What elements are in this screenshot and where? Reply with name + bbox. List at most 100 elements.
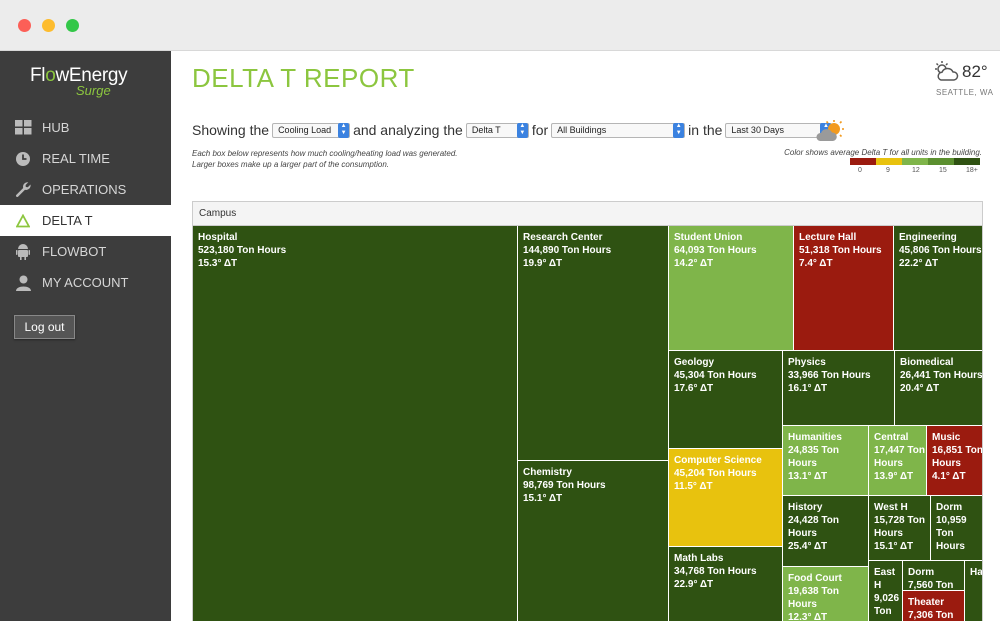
weather-temperature: 82° [962, 62, 988, 81]
for-label: for [531, 122, 549, 138]
wrench-icon [14, 181, 32, 199]
sidebar-item-hub[interactable]: HUB [0, 112, 171, 143]
building-name: Geology [674, 357, 715, 368]
treemap-cell[interactable]: Hospital 523,180 Ton Hours 15.3° ΔT [193, 226, 518, 621]
sidebar-item-label: FLOWBOT [42, 244, 107, 259]
sidebar-item-label: REAL TIME [42, 151, 110, 166]
treemap-cell[interactable]: Ha [965, 561, 982, 621]
building-name: Central [874, 432, 909, 443]
treemap-cell[interactable]: West H 15,728 Ton Hours 15.1° ΔT [869, 496, 931, 561]
sidebar-item-label: OPERATIONS [42, 182, 127, 197]
building-delta-t: 12.3° ΔT [788, 612, 828, 621]
treemap-cell[interactable]: Biomedical 26,441 Ton Hours 20.4° ΔT [895, 351, 983, 426]
minimize-window-button[interactable] [42, 19, 55, 32]
zoom-window-button[interactable] [66, 19, 79, 32]
treemap-cell[interactable]: Computer Science 45,204 Ton Hours 11.5° ΔT [669, 449, 783, 547]
treemap-cell[interactable]: Dorm 7,560 Ton [903, 561, 965, 591]
sidebar-item-flowbot[interactable]: FLOWBOT [0, 236, 171, 267]
period-value: Last 30 Days [731, 125, 784, 135]
treemap-cell[interactable]: Food Court 19,638 Ton Hours 12.3° ΔT [783, 567, 869, 621]
building-load: 15,728 Ton Hours [874, 515, 925, 539]
building-load: 45,304 Ton Hours [674, 370, 757, 381]
legend-swatch [902, 158, 928, 165]
legend-swatch [876, 158, 902, 165]
treemap-cell[interactable]: Humanities 24,835 Ton Hours 13.1° ΔT [783, 426, 869, 496]
description-line: Each box below represents how much cooli… [192, 149, 458, 158]
building-load: 523,180 Ton Hours [198, 245, 287, 256]
treemap-cell[interactable]: Math Labs 34,768 Ton Hours 22.9° ΔT [669, 547, 783, 621]
building-load: 7,306 Ton [908, 610, 954, 621]
campus-treemap: Campus Hospital 523,180 Ton Hours 15.3° ΔT… [192, 201, 983, 621]
grid-icon [14, 119, 32, 137]
building-load: 144,890 Ton Hours [523, 245, 612, 256]
building-delta-t: 16.1° ΔT [788, 383, 828, 394]
building-name: Humanities [788, 432, 842, 443]
building-name: Biomedical [900, 357, 954, 368]
weather-widget [932, 60, 990, 100]
select-arrows-icon: ▲▼ [338, 122, 350, 138]
building-delta-t: 22.9° ΔT [674, 579, 714, 590]
load-type-select[interactable]: Cooling Load ▲ ▼ [272, 122, 351, 138]
treemap-area: Hospital 523,180 Ton Hours 15.3° ΔT Researc… [193, 226, 983, 621]
sidebar-item-delta-t[interactable]: DELTA T [0, 205, 171, 236]
sidebar-item-real-time[interactable]: REAL TIME [0, 143, 171, 174]
select-arrows-icon: ▲▼ [673, 122, 685, 138]
building-delta-t: 13.1° ΔT [788, 471, 828, 482]
treemap-cell[interactable]: Physics 33,966 Ton Hours 16.1° ΔT [783, 351, 895, 426]
treemap-cell[interactable]: Theater 7,306 Ton [903, 591, 965, 621]
close-window-button[interactable] [18, 19, 31, 32]
building-name: Research Center [523, 232, 603, 243]
building-delta-t: 17.6° ΔT [674, 383, 714, 394]
clock-icon [14, 150, 32, 168]
in-the-label: in the [688, 122, 723, 138]
building-load: 16,851 Ton Hours [932, 445, 983, 469]
building-name: Lecture Hall [799, 232, 857, 243]
building-load: 45,204 Ton Hours [674, 468, 757, 479]
treemap-cell[interactable]: East H 9,026 Ton [869, 561, 903, 621]
treemap-cell[interactable]: Student Union 64,093 Ton Hours 14.2° ΔT [669, 226, 794, 351]
building-delta-t: 25.4° ΔT [788, 541, 828, 552]
building-load: 24,428 Ton Hours [788, 515, 839, 539]
building-delta-t: 15.3° ΔT [198, 258, 238, 269]
metric-select[interactable]: Delta T ▲ ▼ [465, 122, 529, 138]
treemap-cell[interactable]: Music 16,851 Ton Hours 4.1° ΔT [927, 426, 983, 496]
sidebar-item-operations[interactable]: OPERATIONS [0, 174, 171, 205]
building-delta-t: 13.9° ΔT [874, 471, 914, 482]
treemap-cell[interactable]: Geology 45,304 Ton Hours 17.6° ΔT [669, 351, 783, 449]
treemap-cell[interactable]: Central 17,447 Ton Hours 13.9° ΔT [869, 426, 927, 496]
logo-subtitle: Surge [76, 83, 111, 98]
building-delta-t: 19.9° ΔT [523, 258, 563, 269]
treemap-cell[interactable]: Engineering 45,806 Ton Hours 22.2° ΔT [894, 226, 982, 351]
building-name: Engineering [899, 232, 957, 243]
partly-cloudy-icon [932, 60, 960, 87]
report-filter-bar: Showing the Cooling Load ▲ ▼ and analyzing… [192, 122, 835, 138]
load-type-value: Cooling Load [278, 125, 332, 135]
building-load: 7,560 Ton [908, 580, 954, 591]
sidebar-item-my-account[interactable]: MY ACCOUNT [0, 267, 171, 298]
legend-tick: 12 [912, 167, 920, 174]
treemap-cell[interactable]: History 24,428 Ton Hours 25.4° ΔT [783, 496, 869, 567]
buildings-select[interactable]: All Buildings ▲ ▼ [551, 122, 686, 138]
building-name: Hospital [198, 232, 238, 243]
sidebar: FlowEnergy Surge HUB REAL TIME OPERATION… [0, 51, 171, 621]
user-icon [14, 274, 32, 292]
building-load: 26,441 Ton Hours [900, 370, 983, 381]
building-delta-t: 7.4° ΔT [799, 258, 833, 269]
building-delta-t: 11.5° ΔT [674, 481, 713, 492]
sidebar-nav: HUB REAL TIME OPERATIONS DELTA T FLOWBOT [0, 112, 171, 298]
building-load: 34,768 Ton Hours [674, 566, 757, 577]
building-delta-t: 14.2° ΔT [674, 258, 714, 269]
building-name: Physics [788, 357, 826, 368]
building-name: Dorm [936, 502, 963, 513]
treemap-header: Campus [193, 202, 982, 226]
building-name: Dorm [908, 567, 935, 578]
legend-swatch [850, 158, 876, 165]
treemap-cell[interactable]: Lecture Hall 51,318 Ton Hours 7.4° ΔT [794, 226, 894, 351]
legend-tick: 9 [886, 167, 890, 174]
treemap-cell[interactable]: Research Center 144,890 Ton Hours 19.9° ΔT [518, 226, 669, 461]
logout-button[interactable]: Log out [14, 315, 75, 339]
treemap-cell[interactable]: Dorm 10,959 Ton Hours [931, 496, 982, 561]
flowenergy-logo[interactable]: FlowEnergy Surge [30, 66, 150, 99]
treemap-cell[interactable]: Chemistry 98,769 Ton Hours 15.1° ΔT [518, 461, 669, 621]
sun-cloud-icon[interactable] [815, 120, 845, 142]
